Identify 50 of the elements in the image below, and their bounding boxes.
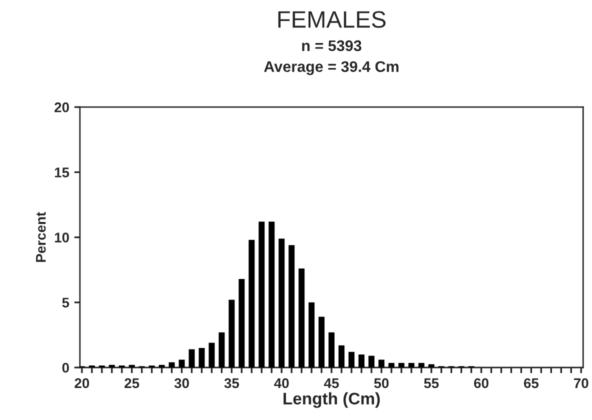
y-axis-title: Percent bbox=[36, 212, 46, 262]
x-tick-label: 35 bbox=[224, 378, 240, 388]
bar bbox=[188, 349, 195, 368]
bar bbox=[228, 300, 235, 368]
bar bbox=[428, 364, 434, 368]
bar bbox=[128, 364, 135, 368]
x-tick-label: 65 bbox=[524, 378, 539, 388]
x-tick-label: 70 bbox=[574, 378, 588, 388]
bar bbox=[278, 238, 285, 368]
bar bbox=[418, 362, 424, 368]
y-tick-label: 20 bbox=[54, 102, 69, 112]
x-tick-label: 50 bbox=[374, 378, 389, 388]
bar bbox=[308, 302, 315, 368]
x-tick-label: 55 bbox=[424, 378, 439, 388]
bar bbox=[218, 332, 225, 368]
chart-subtitle: n = 5393 Average = 39.4 Cm bbox=[264, 40, 398, 76]
bar bbox=[198, 348, 205, 368]
x-tick-label: 30 bbox=[174, 378, 189, 388]
x-axis-title: Length (Cm) bbox=[284, 392, 380, 408]
bar bbox=[298, 268, 305, 368]
bar bbox=[358, 354, 364, 368]
bar bbox=[238, 278, 245, 368]
x-tick-label: 25 bbox=[124, 378, 140, 388]
bar bbox=[208, 342, 215, 368]
bar bbox=[288, 245, 295, 368]
bar bbox=[258, 222, 265, 368]
bar bbox=[368, 356, 374, 368]
y-tick-label: 10 bbox=[54, 232, 69, 242]
bar bbox=[318, 316, 325, 368]
x-tick-label: 20 bbox=[74, 378, 90, 388]
x-tick-label: 40 bbox=[274, 378, 289, 388]
y-tick-label: 15 bbox=[54, 168, 70, 178]
bar bbox=[398, 362, 404, 368]
bar bbox=[338, 345, 344, 368]
bar bbox=[158, 364, 165, 368]
bar bbox=[178, 360, 185, 368]
chart-title: FEMALES bbox=[278, 11, 386, 28]
y-tick-label: 5 bbox=[62, 298, 70, 308]
bar bbox=[108, 364, 115, 368]
bar bbox=[168, 362, 175, 368]
y-tick-label: 0 bbox=[62, 362, 69, 373]
bar bbox=[408, 362, 414, 368]
bar bbox=[388, 362, 394, 368]
bar bbox=[378, 360, 384, 368]
x-tick-label: 45 bbox=[324, 378, 339, 388]
bar bbox=[328, 332, 335, 368]
bar bbox=[348, 352, 354, 368]
bar bbox=[248, 240, 255, 368]
x-tick-label: 60 bbox=[474, 378, 488, 388]
bar bbox=[268, 222, 275, 368]
